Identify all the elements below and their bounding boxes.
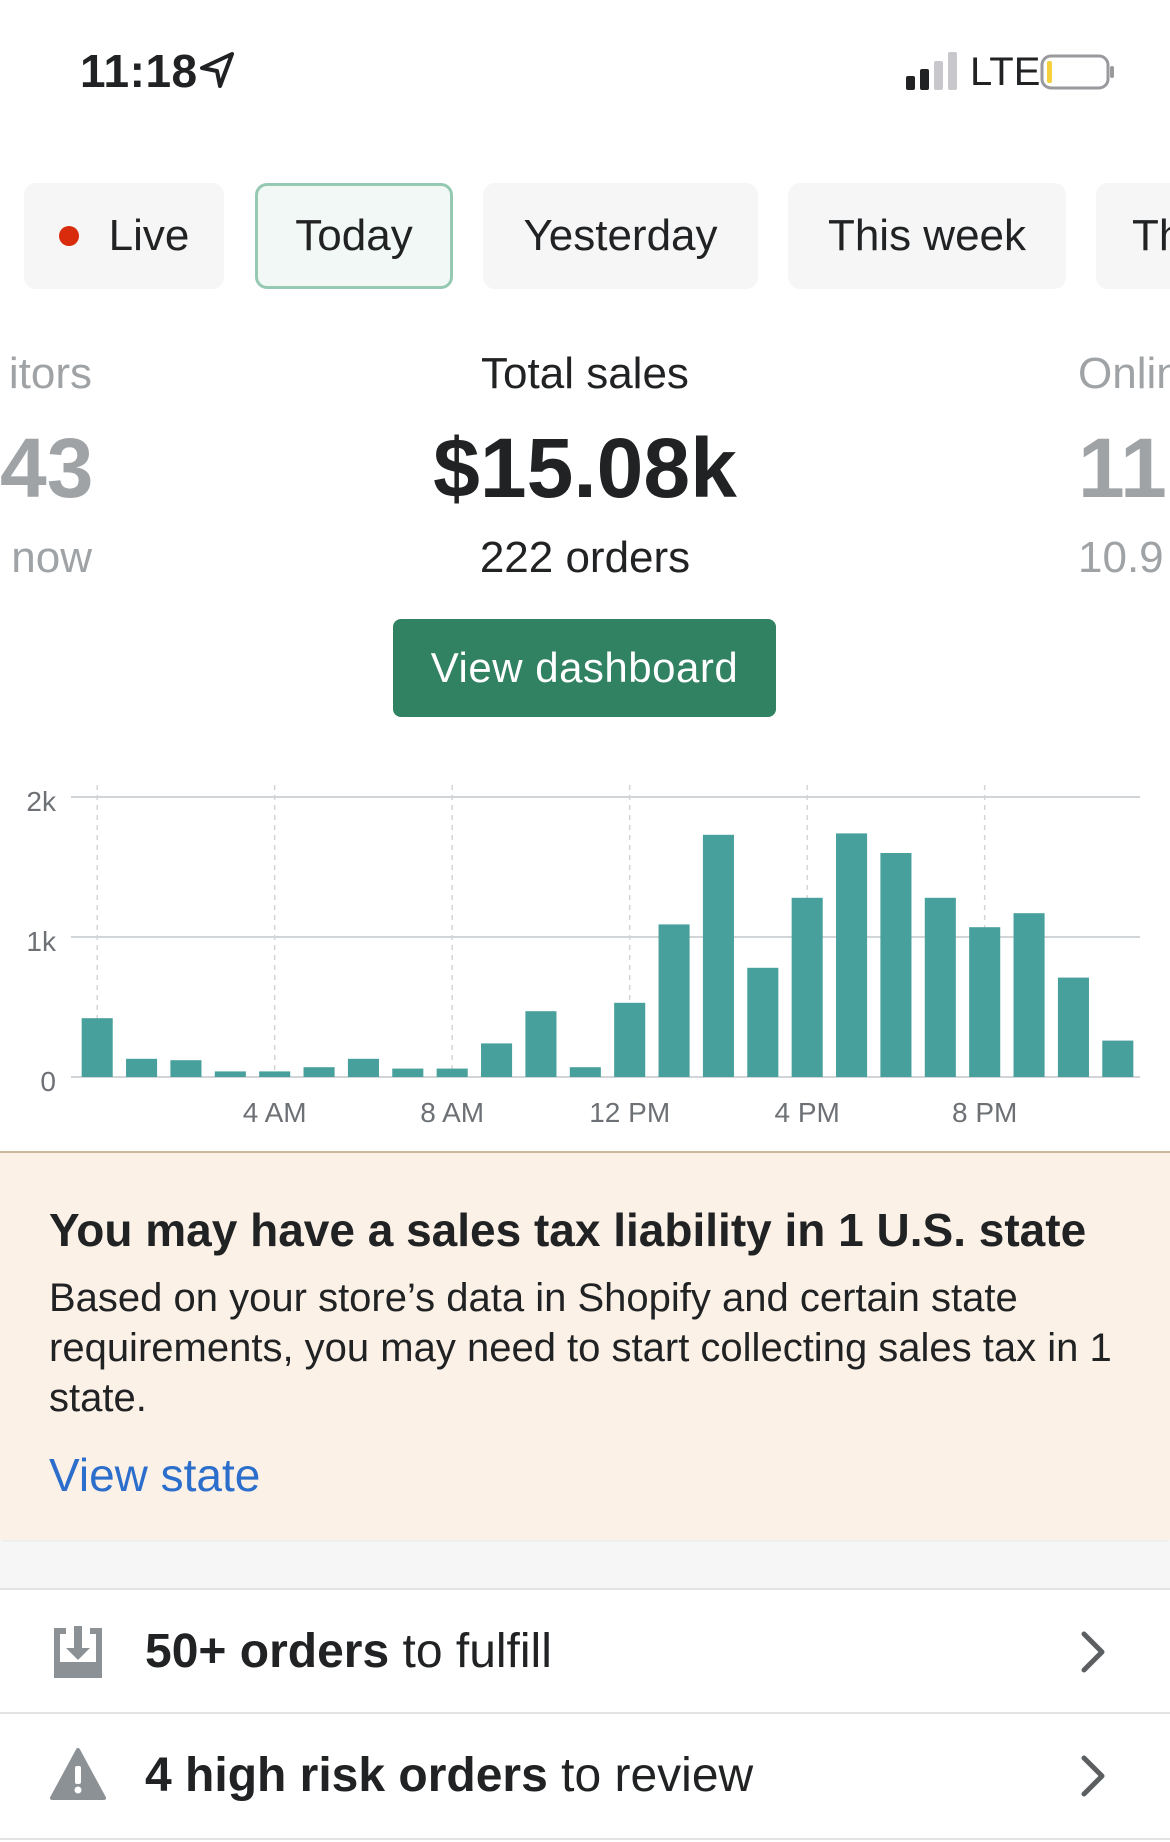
period-tabs: Live Today Yesterday This week Th	[0, 183, 1170, 289]
tab-next-partial[interactable]: Th	[1096, 183, 1170, 289]
chevron-right-icon	[1081, 1755, 1105, 1797]
row-bold-text: 50+ orders	[145, 1625, 390, 1678]
bar-13	[658, 924, 690, 1077]
bar-5	[303, 1067, 335, 1077]
metric-value: 43	[0, 421, 94, 515]
tab-today[interactable]: Today	[255, 183, 453, 289]
bar-23	[1102, 1040, 1134, 1077]
metric-total-sales[interactable]: Total sales $15.08k 222 orders	[385, 344, 785, 588]
view-dashboard-button[interactable]: View dashboard	[393, 619, 776, 717]
metric-sub: 222 orders	[479, 533, 691, 582]
live-dot-icon	[58, 226, 79, 246]
row-text: 50+ orders to fulfill	[145, 1624, 552, 1679]
status-time: 11:18	[80, 45, 198, 97]
metric-label: itors	[8, 349, 92, 398]
row-rest-text: to fulfill	[389, 1625, 552, 1678]
view-state-link[interactable]: View state	[49, 1449, 261, 1501]
metric-value: 11.	[1078, 421, 1170, 515]
tab-label: This week	[827, 211, 1027, 260]
sales-tax-banner: You may have a sales tax liability in 1 …	[0, 1151, 1170, 1540]
banner-title: You may have a sales tax liability in 1 …	[49, 1204, 1087, 1256]
bar-18	[880, 853, 912, 1077]
section-divider	[0, 1542, 1170, 1589]
metric-online-partial[interactable]: Onlin 11. 10.9	[1078, 344, 1170, 588]
bar-8	[436, 1068, 468, 1077]
tab-this-week[interactable]: This week	[788, 183, 1066, 289]
x-tick-label: 8 PM	[952, 1097, 1017, 1128]
high-risk-orders-row[interactable]: 4 high risk orders to review	[0, 1714, 1170, 1840]
bar-14	[702, 834, 734, 1077]
bar-3	[214, 1071, 246, 1077]
bar-4	[259, 1071, 291, 1077]
metric-visitors-partial[interactable]: itors 43 now	[0, 344, 94, 588]
location-arrow-icon	[200, 52, 234, 88]
x-tick-label: 8 AM	[420, 1097, 484, 1128]
row-bold-text: 4 high risk orders	[145, 1749, 548, 1802]
metric-label: Onlin	[1078, 349, 1170, 398]
banner-body: Based on your store’s data in Shopify an…	[49, 1276, 1112, 1420]
tab-live[interactable]: Live	[24, 183, 224, 289]
tab-label: Yesterday	[523, 211, 718, 260]
metric-sub: 10.9	[1078, 533, 1164, 582]
tab-label: Today	[295, 211, 413, 260]
row-rest-text: to review	[547, 1749, 754, 1802]
metric-value: $15.08k	[433, 421, 737, 515]
x-tick-label: 4 PM	[775, 1097, 840, 1128]
bar-10	[525, 1011, 557, 1077]
bar-0	[81, 1018, 113, 1077]
orders-to-fulfill-row[interactable]: 50+ orders to fulfill	[0, 1588, 1170, 1714]
bar-16	[791, 897, 823, 1077]
battery-icon	[1040, 54, 1114, 90]
bar-17	[836, 833, 868, 1077]
status-bar: 11:18 LTE	[0, 0, 1170, 150]
hourly-sales-chart: 0 1k 2k 4 AM 8 AM 12 PM 4 PM 8 PM	[26, 785, 1140, 1128]
bar-21	[1013, 913, 1045, 1077]
row-text: 4 high risk orders to review	[145, 1748, 753, 1803]
bar-6	[347, 1058, 379, 1077]
bar-22	[1057, 977, 1089, 1077]
network-type: LTE	[970, 50, 1041, 94]
bar-12	[614, 1002, 646, 1077]
y-tick-label: 2k	[26, 786, 57, 817]
bar-2	[170, 1060, 202, 1077]
bar-15	[747, 967, 779, 1077]
bar-11	[569, 1067, 601, 1077]
chevron-right-icon	[1081, 1631, 1105, 1673]
y-tick-label: 0	[40, 1066, 56, 1097]
bar-1	[126, 1058, 158, 1077]
tab-label: Live	[108, 211, 190, 260]
x-tick-label: 4 AM	[243, 1097, 307, 1128]
tab-label: Th	[1132, 211, 1170, 260]
fulfill-download-icon	[54, 1626, 102, 1678]
y-tick-label: 1k	[26, 926, 57, 957]
bar-20	[969, 927, 1001, 1077]
bar-19	[924, 897, 956, 1077]
bar-7	[392, 1068, 424, 1077]
signal-icon	[906, 52, 957, 90]
metric-label: Total sales	[481, 349, 689, 398]
warning-icon	[50, 1748, 106, 1800]
tab-yesterday[interactable]: Yesterday	[483, 183, 758, 289]
metric-sub: now	[11, 533, 92, 582]
bar-9	[481, 1043, 513, 1077]
x-tick-label: 12 PM	[589, 1097, 670, 1128]
